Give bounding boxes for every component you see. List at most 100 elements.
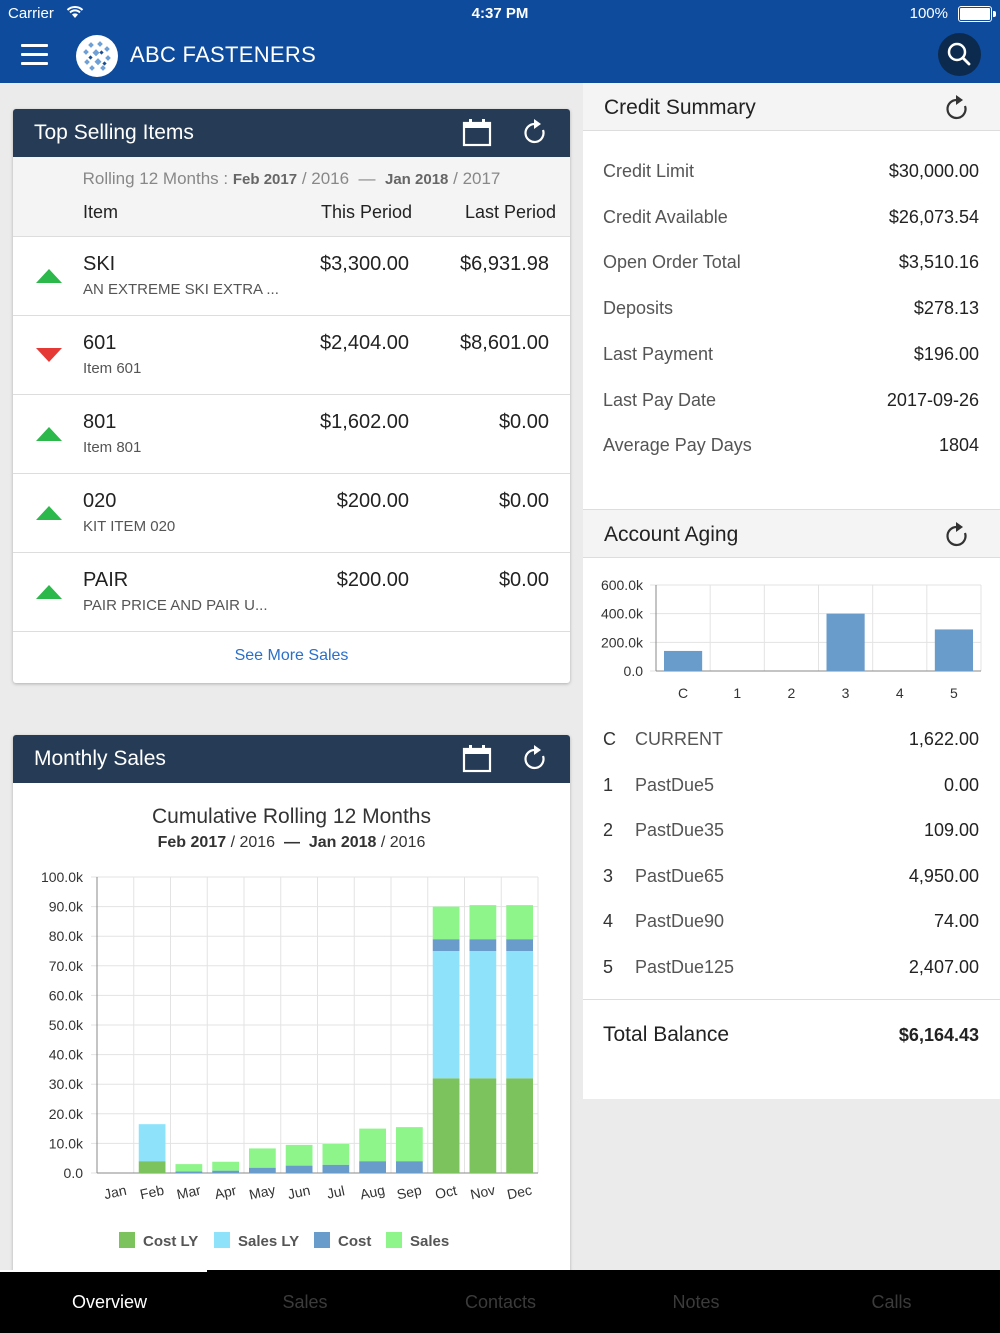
- status-bar: Carrier 4:37 PM 100%: [0, 0, 1000, 28]
- aging-code: 5: [603, 957, 614, 977]
- table-row[interactable]: SKI AN EXTREME SKI EXTRA ... $3,300.00 $6,9…: [13, 237, 570, 316]
- trend-up-icon: [36, 269, 62, 283]
- legend-label[interactable]: Sales LY: [238, 1233, 299, 1250]
- bar-sales-dec: [506, 905, 533, 940]
- bar-sales-ly-nov: [469, 951, 497, 1079]
- company-logo: [76, 35, 118, 77]
- tab-calls[interactable]: Calls: [871, 1292, 912, 1312]
- rolling-period-header: Rolling 12 Months : Feb 2017 / 2016 — Ja…: [13, 157, 570, 237]
- y-tick-label: 20.0k: [49, 1106, 84, 1122]
- x-tick-label: Sep: [395, 1182, 423, 1203]
- x-tick-label: Jan: [102, 1182, 127, 1202]
- aging-code: 3: [603, 865, 614, 886]
- this-period-value: $1,602.00: [320, 411, 409, 433]
- period-end-ly: / 2017: [453, 169, 501, 188]
- legend-swatch: [386, 1232, 402, 1248]
- credit-summary-title: Credit Summary: [604, 96, 756, 119]
- hamburger-menu-icon[interactable]: [21, 44, 48, 66]
- last-period-value: $6,931.98: [460, 253, 549, 275]
- rolling-label: Rolling 12 Months :: [82, 169, 229, 188]
- aging-name: PastDue5: [635, 774, 715, 795]
- refresh-icon[interactable]: [522, 119, 548, 147]
- aging-code: 2: [603, 820, 614, 841]
- y-tick-label: 10.0k: [49, 1135, 84, 1151]
- column-item: Item: [83, 202, 119, 222]
- search-icon: [947, 42, 971, 66]
- refresh-icon[interactable]: [522, 745, 548, 773]
- bar-sales-ly-dec: [506, 951, 533, 1079]
- tab-overview[interactable]: Overview: [71, 1292, 147, 1312]
- y-tick-label: 90.0k: [49, 899, 84, 915]
- trend-up-icon: [36, 506, 62, 520]
- aging-value: 0.00: [943, 774, 979, 795]
- top-selling-panel: Top Selling Items Rolling 12 Months : Fe…: [13, 109, 570, 683]
- tab-notes[interactable]: Notes: [672, 1292, 720, 1312]
- this-period-value: $200.00: [336, 569, 409, 591]
- credit-value: $196.00: [913, 343, 979, 364]
- calendar-icon[interactable]: [462, 119, 492, 147]
- bar-sales-nov: [469, 905, 497, 940]
- credit-label: Credit Available: [603, 206, 728, 227]
- legend-label[interactable]: Cost LY: [143, 1233, 198, 1250]
- item-description: PAIR PRICE AND PAIR U...: [83, 597, 268, 614]
- aging-code: 1: [603, 774, 614, 795]
- y-tick-label: 80.0k: [49, 928, 84, 944]
- period-start-ly: / 2016: [301, 169, 350, 188]
- bottom-tab-bar: Overview Sales Contacts Notes Calls: [0, 1270, 1000, 1333]
- table-row[interactable]: PAIR PAIR PRICE AND PAIR U... $200.00 $0.00: [13, 553, 570, 632]
- x-tick-label: Mar: [175, 1182, 202, 1203]
- bar-sales-ly-feb: [138, 1124, 166, 1162]
- y-tick-label: 600.0k: [601, 577, 644, 593]
- y-tick-label: 30.0k: [49, 1076, 84, 1092]
- bar-cost-mar: [175, 1171, 203, 1173]
- refresh-icon[interactable]: [944, 522, 970, 550]
- item-code: 020: [83, 490, 117, 512]
- refresh-icon[interactable]: [944, 95, 970, 123]
- y-tick-label: 0.0: [64, 1165, 84, 1181]
- legend-label[interactable]: Cost: [338, 1233, 371, 1250]
- sub-end: Jan 2018: [308, 834, 377, 851]
- x-tick-label: 4: [896, 685, 904, 701]
- bar-cost-sep: [396, 1161, 423, 1173]
- x-tick-label: Feb: [138, 1182, 165, 1203]
- active-tab-indicator: [0, 1270, 207, 1272]
- bar-sales-sep: [396, 1127, 423, 1162]
- credit-label: Open Order Total: [603, 252, 741, 273]
- aging-value: 74.00: [933, 911, 979, 932]
- calendar-icon[interactable]: [462, 745, 492, 773]
- aging-name: CURRENT: [635, 729, 723, 749]
- table-row[interactable]: 020 KIT ITEM 020 $200.00 $0.00: [13, 474, 570, 553]
- bar-cost-may: [249, 1167, 276, 1173]
- bar-cost-dec: [506, 939, 533, 951]
- bar-sales-mar: [175, 1164, 203, 1172]
- aging-value: 1,622.00: [908, 729, 979, 749]
- credit-value: 1804: [938, 435, 979, 456]
- search-button[interactable]: [938, 33, 981, 76]
- legend-swatch: [119, 1232, 135, 1248]
- aging-name: PastDue125: [635, 957, 735, 977]
- table-row[interactable]: 601 Item 601 $2,404.00 $8,601.00: [13, 316, 570, 395]
- table-row[interactable]: 801 Item 801 $1,602.00 $0.00: [13, 395, 570, 474]
- bar-sales-oct: [432, 906, 460, 940]
- see-more-sales-link[interactable]: See More Sales: [234, 647, 349, 664]
- legend-label[interactable]: Sales: [410, 1233, 449, 1250]
- x-tick-label: Nov: [469, 1182, 497, 1203]
- tab-contacts[interactable]: Contacts: [464, 1292, 537, 1312]
- app-title: ABC FASTENERS: [130, 42, 317, 67]
- y-tick-label: 100.0k: [41, 869, 84, 885]
- total-balance-label: Total Balance: [603, 1023, 730, 1046]
- chart-subtitle: Feb 2017 / 2016 — Jan 2018 / 2016: [13, 834, 570, 852]
- trend-up-icon: [36, 427, 62, 441]
- y-tick-label: 40.0k: [49, 1047, 84, 1063]
- battery-percent: 100%: [909, 5, 948, 22]
- x-tick-label: Dec: [506, 1182, 534, 1203]
- bar-sales-aug: [359, 1128, 386, 1162]
- y-tick-label: 400.0k: [601, 606, 644, 622]
- account-aging-chart: 0.0 200.0k 400.0k 600.0k C 1 2 3 4 5: [601, 577, 982, 701]
- bar-cost-ly-dec: [506, 1078, 533, 1173]
- aging-code: C: [603, 729, 616, 749]
- credit-value: 2017-09-26: [886, 389, 979, 410]
- item-description: Item 801: [83, 439, 142, 456]
- tab-sales[interactable]: Sales: [282, 1292, 328, 1312]
- aging-bar-c: [664, 650, 703, 671]
